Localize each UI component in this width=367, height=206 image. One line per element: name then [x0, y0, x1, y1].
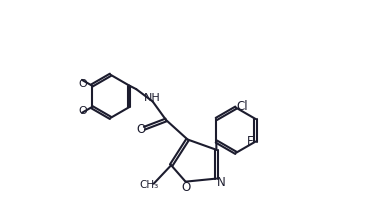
Text: CH₃: CH₃	[139, 179, 159, 189]
Text: F: F	[247, 134, 253, 147]
Text: O: O	[181, 180, 190, 193]
Text: O: O	[78, 78, 87, 89]
Text: O: O	[136, 122, 145, 135]
Text: Cl: Cl	[236, 99, 248, 112]
Text: NH: NH	[144, 92, 161, 102]
Text: O: O	[78, 105, 87, 115]
Text: N: N	[217, 175, 225, 188]
